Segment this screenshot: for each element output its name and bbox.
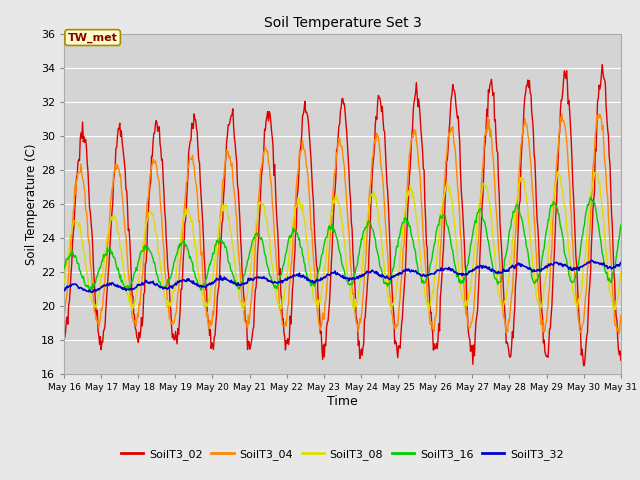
SoilT3_02 (60, 328, 68, 334)
SoilT3_02 (580, 363, 588, 369)
SoilT3_16 (128, 278, 136, 284)
SoilT3_32 (89, 289, 97, 295)
SoilT3_16 (617, 222, 625, 228)
SoilT3_32 (70, 281, 78, 287)
Line: SoilT3_08: SoilT3_08 (64, 171, 621, 312)
SoilT3_04 (426, 322, 434, 327)
SoilT3_08 (617, 270, 625, 276)
SoilT3_02 (70, 220, 78, 226)
SoilT3_08 (70, 218, 78, 224)
SoilT3_32 (428, 271, 435, 276)
SoilT3_04 (410, 127, 418, 133)
SoilT3_32 (185, 276, 193, 282)
SoilT3_16 (411, 246, 419, 252)
SoilT3_08 (425, 309, 433, 314)
SoilT3_08 (214, 238, 221, 244)
SoilT3_08 (184, 206, 192, 212)
SoilT3_16 (60, 265, 68, 271)
Text: TW_met: TW_met (68, 33, 118, 43)
SoilT3_32 (617, 260, 625, 265)
SoilT3_32 (411, 269, 419, 275)
Title: Soil Temperature Set 3: Soil Temperature Set 3 (264, 16, 421, 30)
SoilT3_32 (128, 287, 136, 292)
Legend: SoilT3_02, SoilT3_04, SoilT3_08, SoilT3_16, SoilT3_32: SoilT3_02, SoilT3_04, SoilT3_08, SoilT3_… (116, 444, 568, 464)
SoilT3_16 (185, 250, 193, 255)
SoilT3_08 (428, 295, 435, 300)
SoilT3_04 (616, 331, 623, 336)
SoilT3_04 (214, 259, 221, 265)
SoilT3_16 (70, 254, 78, 260)
SoilT3_32 (214, 277, 222, 283)
SoilT3_08 (60, 280, 68, 286)
SoilT3_02 (184, 173, 192, 179)
SoilT3_08 (127, 300, 135, 306)
Line: SoilT3_04: SoilT3_04 (64, 114, 621, 334)
SoilT3_02 (426, 310, 434, 316)
Line: SoilT3_32: SoilT3_32 (64, 260, 621, 292)
SoilT3_04 (127, 303, 135, 309)
Y-axis label: Soil Temperature (C): Soil Temperature (C) (25, 143, 38, 265)
SoilT3_04 (70, 203, 78, 209)
SoilT3_02 (127, 276, 135, 281)
Line: SoilT3_16: SoilT3_16 (64, 197, 621, 291)
SoilT3_08 (554, 168, 562, 174)
SoilT3_04 (558, 111, 566, 117)
X-axis label: Time: Time (327, 395, 358, 408)
SoilT3_08 (410, 199, 418, 205)
SoilT3_04 (184, 162, 192, 168)
SoilT3_32 (60, 287, 68, 293)
SoilT3_16 (428, 259, 435, 265)
SoilT3_02 (410, 100, 418, 106)
SoilT3_02 (214, 295, 221, 300)
SoilT3_02 (617, 357, 625, 363)
SoilT3_04 (60, 313, 68, 319)
SoilT3_32 (588, 257, 595, 263)
SoilT3_16 (214, 240, 222, 245)
SoilT3_02 (598, 61, 606, 67)
SoilT3_16 (587, 194, 595, 200)
SoilT3_16 (86, 288, 93, 294)
Line: SoilT3_02: SoilT3_02 (64, 64, 621, 366)
SoilT3_04 (617, 313, 625, 319)
